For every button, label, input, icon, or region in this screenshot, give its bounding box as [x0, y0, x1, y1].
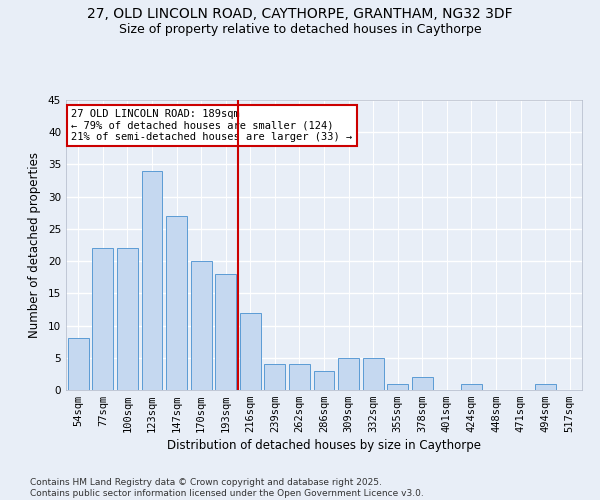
- Text: 27 OLD LINCOLN ROAD: 189sqm
← 79% of detached houses are smaller (124)
21% of se: 27 OLD LINCOLN ROAD: 189sqm ← 79% of det…: [71, 108, 352, 142]
- Bar: [387, 384, 408, 390]
- Bar: [166, 216, 187, 390]
- Bar: [191, 261, 212, 390]
- Bar: [240, 312, 261, 390]
- Bar: [215, 274, 236, 390]
- Text: Size of property relative to detached houses in Caythorpe: Size of property relative to detached ho…: [119, 22, 481, 36]
- Text: 27, OLD LINCOLN ROAD, CAYTHORPE, GRANTHAM, NG32 3DF: 27, OLD LINCOLN ROAD, CAYTHORPE, GRANTHA…: [87, 8, 513, 22]
- X-axis label: Distribution of detached houses by size in Caythorpe: Distribution of detached houses by size …: [167, 440, 481, 452]
- Bar: [142, 171, 163, 390]
- Bar: [362, 358, 383, 390]
- Bar: [117, 248, 138, 390]
- Bar: [92, 248, 113, 390]
- Y-axis label: Number of detached properties: Number of detached properties: [28, 152, 41, 338]
- Bar: [289, 364, 310, 390]
- Bar: [338, 358, 359, 390]
- Bar: [412, 377, 433, 390]
- Bar: [535, 384, 556, 390]
- Bar: [314, 370, 334, 390]
- Bar: [461, 384, 482, 390]
- Bar: [68, 338, 89, 390]
- Bar: [265, 364, 286, 390]
- Text: Contains HM Land Registry data © Crown copyright and database right 2025.
Contai: Contains HM Land Registry data © Crown c…: [30, 478, 424, 498]
